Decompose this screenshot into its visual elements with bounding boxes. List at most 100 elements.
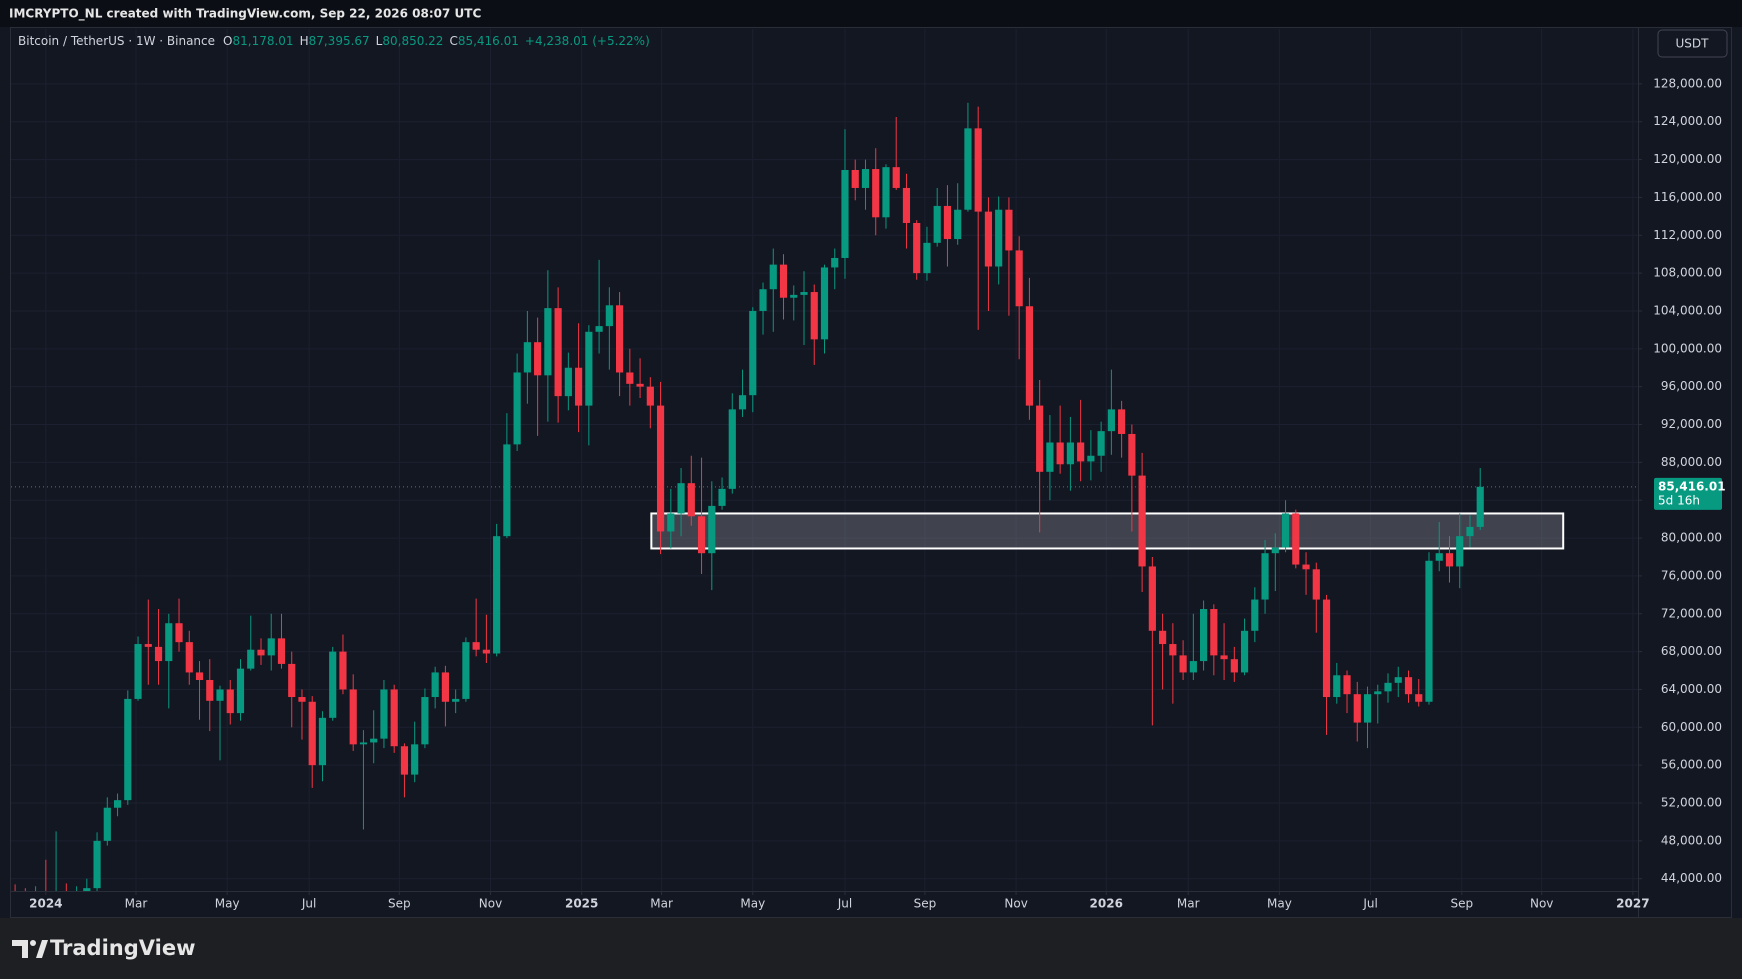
candle-body: [1200, 609, 1208, 662]
candle-body: [534, 342, 542, 376]
candle-body: [1404, 677, 1413, 695]
candle-body: [882, 167, 890, 218]
candle-body: [1261, 553, 1269, 600]
candle-body: [1343, 675, 1351, 695]
candle-body: [1210, 609, 1218, 656]
candle-body: [902, 187, 911, 223]
candle-body: [1118, 409, 1126, 434]
candle-body: [124, 698, 132, 801]
candle-body: [667, 513, 675, 532]
candle-body: [523, 342, 531, 373]
last-price-tag: [1654, 477, 1722, 510]
x-tick-label: Mar: [650, 897, 673, 911]
candle-body: [605, 305, 613, 327]
x-tick-label: Nov: [1004, 897, 1027, 911]
candle-body: [718, 488, 726, 506]
legend-value: 81,178.01: [232, 34, 293, 48]
candle-body: [1302, 564, 1310, 570]
candle-body: [452, 698, 460, 702]
candle-body: [1107, 409, 1115, 432]
y-tick-label: 88,000.00: [1661, 455, 1722, 469]
candle-body: [134, 644, 142, 699]
currency-label[interactable]: USDT: [1676, 37, 1710, 51]
candle-body: [370, 738, 378, 743]
legend-value: 87,395.67: [309, 34, 370, 48]
candle-body: [759, 289, 767, 311]
candle-body: [308, 701, 316, 766]
candle-body: [851, 169, 859, 188]
candle-body: [964, 128, 972, 210]
candle-body: [656, 405, 665, 532]
candle-body: [216, 689, 224, 701]
candle-body: [175, 623, 183, 643]
footer-bar: [0, 918, 1742, 979]
candle-body: [400, 746, 409, 775]
candle-body: [206, 679, 214, 701]
candle-body: [267, 638, 275, 656]
candle-body: [974, 128, 982, 212]
candle-body: [1046, 442, 1054, 472]
plot-area: [11, 29, 1638, 891]
candle-body: [1138, 475, 1146, 567]
candle-body: [943, 205, 952, 240]
candle-body: [636, 383, 644, 387]
candle-body: [472, 642, 480, 650]
candle-body: [841, 169, 849, 258]
candle-body: [1456, 536, 1464, 567]
candle-body: [1425, 560, 1433, 702]
candle-body: [933, 205, 941, 243]
y-tick-label: 56,000.00: [1661, 758, 1722, 772]
candle-body: [1036, 405, 1044, 472]
candle-body: [1056, 442, 1064, 465]
candle-body: [749, 310, 757, 396]
candle-body: [195, 672, 204, 680]
candle-body: [554, 308, 562, 397]
candle-body: [728, 409, 736, 489]
x-tick-label: Jul: [301, 897, 316, 911]
x-tick-label: May: [740, 897, 765, 911]
x-tick-label: Nov: [1530, 897, 1553, 911]
candle-body: [984, 211, 993, 267]
candle-body: [1179, 655, 1187, 673]
x-tick-label: May: [215, 897, 240, 911]
candle-body: [892, 167, 900, 188]
candle-body: [1333, 675, 1341, 698]
candle-body: [257, 649, 265, 656]
candle-body: [165, 623, 173, 662]
x-tick-label: 2027: [1616, 897, 1649, 911]
legend-key: O: [223, 34, 232, 48]
y-tick-label: 116,000.00: [1653, 190, 1722, 204]
candle-body: [1148, 566, 1156, 631]
header-bar: [0, 0, 1742, 27]
candle-body: [810, 292, 818, 340]
y-tick-label: 112,000.00: [1653, 228, 1722, 242]
candle-body: [995, 209, 1003, 267]
y-tick-label: 72,000.00: [1661, 606, 1722, 620]
attribution: IMCRYPTO_NL created with TradingView.com…: [9, 7, 481, 22]
y-tick-label: 100,000.00: [1653, 341, 1722, 355]
candle-body: [1466, 526, 1474, 537]
candle-body: [1159, 630, 1167, 645]
candle-body: [359, 742, 368, 745]
candle-body: [1128, 433, 1136, 476]
candle-body: [820, 267, 829, 340]
y-tick-label: 108,000.00: [1653, 266, 1722, 280]
legend-key: L: [376, 34, 383, 48]
candle-body: [1189, 661, 1197, 673]
candle-body: [575, 367, 583, 406]
candle-body: [564, 367, 572, 397]
symbol-name: Bitcoin / TetherUS · 1W · Binance: [18, 34, 215, 48]
candle-body: [1292, 513, 1300, 565]
y-tick-label: 104,000.00: [1653, 303, 1722, 317]
candle-body: [1097, 431, 1105, 456]
candle-body: [513, 372, 521, 445]
candle-body: [1271, 547, 1279, 554]
currency-button[interactable]: [1657, 29, 1728, 58]
candle-body: [288, 663, 296, 698]
candle-body: [923, 242, 931, 274]
legend-value: 80,850.22: [382, 34, 443, 48]
candle-body: [318, 717, 327, 766]
candle-body: [769, 264, 777, 290]
candle-body: [646, 386, 654, 406]
